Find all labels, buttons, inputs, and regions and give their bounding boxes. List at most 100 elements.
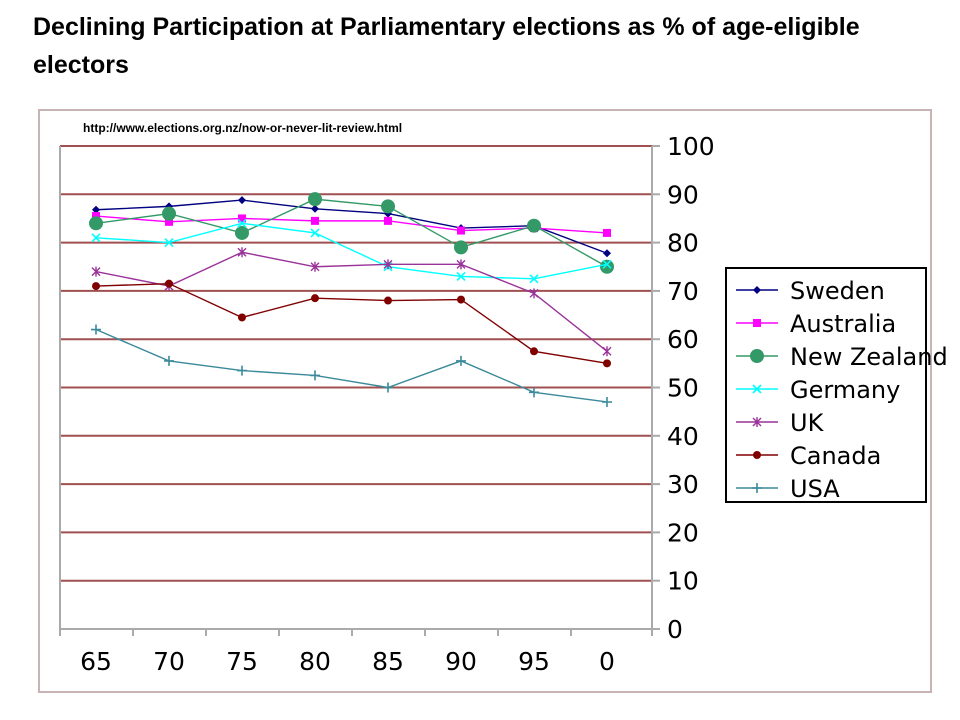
legend-label: Sweden xyxy=(790,277,885,305)
data-point-uk xyxy=(383,259,393,270)
data-point-usa xyxy=(237,365,247,376)
legend-swatch-marker xyxy=(753,319,761,327)
data-point-canada xyxy=(238,313,246,322)
series-line-australia xyxy=(95,215,608,234)
data-point-sweden xyxy=(311,204,319,213)
chart-frame xyxy=(38,109,932,693)
x-tick-label: 70 xyxy=(153,647,185,676)
y-tick-label: 30 xyxy=(667,470,699,499)
data-point-new-zealand xyxy=(89,216,103,231)
data-point-australia xyxy=(457,226,465,235)
legend-box xyxy=(725,267,927,503)
x-tick-label: 80 xyxy=(299,647,331,676)
data-point-canada xyxy=(92,282,100,291)
series-line-sweden xyxy=(95,199,608,254)
legend-item-usa: USA xyxy=(736,475,840,503)
data-point-germany xyxy=(164,238,174,248)
data-point-germany xyxy=(602,259,612,269)
data-point-uk xyxy=(91,266,101,277)
y-tick-label: 100 xyxy=(667,132,715,161)
series-germany xyxy=(91,218,612,284)
legend-swatch-marker xyxy=(752,483,762,493)
data-point-usa xyxy=(310,370,320,381)
data-point-new-zealand xyxy=(454,240,468,255)
y-tick-label: 50 xyxy=(667,374,699,403)
data-point-canada xyxy=(165,279,173,288)
data-point-germany xyxy=(310,228,320,238)
data-point-canada xyxy=(311,294,319,303)
legend-label: USA xyxy=(790,475,840,503)
y-tick-label: 80 xyxy=(667,229,699,258)
data-point-canada xyxy=(457,295,465,304)
legend-swatch-marker xyxy=(750,349,764,363)
y-tick-label: 10 xyxy=(667,567,699,596)
x-tick-label: 90 xyxy=(445,647,477,676)
series-line-new-zealand xyxy=(95,198,608,268)
data-point-uk xyxy=(310,261,320,272)
data-point-uk xyxy=(529,288,539,299)
data-point-uk xyxy=(237,247,247,258)
x-tick-label: 85 xyxy=(372,647,404,676)
data-point-usa xyxy=(91,324,101,335)
legend-item-canada: Canada xyxy=(736,442,881,470)
data-point-australia xyxy=(92,212,100,221)
series-line-canada xyxy=(95,282,608,365)
x-tick-label: 0 xyxy=(599,647,615,676)
data-point-usa xyxy=(383,382,393,393)
legend-item-sweden: Sweden xyxy=(736,277,885,305)
legend-swatch-marker xyxy=(753,286,761,294)
y-tick-label: 0 xyxy=(667,615,683,644)
data-point-sweden xyxy=(603,249,611,258)
data-point-new-zealand xyxy=(600,259,614,274)
legend-swatch-marker xyxy=(752,417,762,427)
series-line-uk xyxy=(95,251,608,352)
data-point-sweden xyxy=(238,196,246,205)
data-point-new-zealand xyxy=(381,199,395,214)
data-point-australia xyxy=(384,216,392,225)
y-tick-label: 20 xyxy=(667,518,699,547)
axes: 0 10 20 30 40 50 60 70 80 90 100 65 70 75 80 85 90 95 0 xyxy=(59,132,715,676)
data-point-usa xyxy=(164,355,174,366)
series-group xyxy=(89,192,614,407)
data-point-germany xyxy=(456,271,466,281)
data-point-new-zealand xyxy=(527,218,541,233)
legend-label: Germany xyxy=(790,376,900,404)
legend-swatch-marker xyxy=(752,384,762,394)
data-point-germany xyxy=(91,233,101,243)
legend-item-germany: Germany xyxy=(736,376,900,404)
data-point-australia xyxy=(311,216,319,225)
series-line-usa xyxy=(95,328,608,403)
legend: Sweden Australia New Zealand Germany UK Canad… xyxy=(725,267,948,503)
data-point-canada xyxy=(603,359,611,368)
x-tick-label: 95 xyxy=(518,647,550,676)
data-point-sweden xyxy=(92,205,100,214)
y-tick-label: 60 xyxy=(667,325,699,354)
series-new-zealand xyxy=(89,192,614,274)
data-point-new-zealand xyxy=(308,192,322,207)
legend-item-new-zealand: New Zealand xyxy=(736,343,948,371)
legend-item-uk: UK xyxy=(736,409,825,437)
series-canada xyxy=(92,279,611,368)
x-tick-label: 65 xyxy=(80,647,112,676)
data-point-australia xyxy=(238,214,246,223)
y-tick-label: 70 xyxy=(667,277,699,306)
series-usa xyxy=(91,324,612,407)
data-point-australia xyxy=(603,228,611,237)
legend-item-australia: Australia xyxy=(736,310,896,338)
data-point-germany xyxy=(237,218,247,228)
data-point-australia xyxy=(165,217,173,226)
data-point-new-zealand xyxy=(235,225,249,240)
y-tick-label: 40 xyxy=(667,422,699,451)
data-point-new-zealand xyxy=(162,206,176,221)
data-point-germany xyxy=(529,274,539,284)
data-point-canada xyxy=(384,296,392,305)
x-tick-label: 75 xyxy=(226,647,258,676)
y-tick-label: 90 xyxy=(667,180,699,209)
data-point-usa xyxy=(529,387,539,398)
legend-swatch-marker xyxy=(753,451,761,459)
data-point-canada xyxy=(530,347,538,356)
legend-label: New Zealand xyxy=(790,343,948,371)
chart-title: Declining Participation at Parliamentary… xyxy=(33,13,860,79)
legend-label: UK xyxy=(790,409,825,437)
